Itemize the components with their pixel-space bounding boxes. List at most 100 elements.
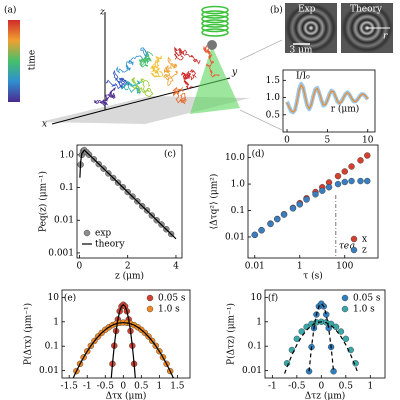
y-tick-label: 1.0 <box>60 150 75 160</box>
x-tick-label: 0 <box>318 382 324 392</box>
legend-marker <box>83 229 91 237</box>
legend-label: theory <box>95 240 125 250</box>
y-tick-label: 0.01 <box>242 366 262 376</box>
chart: -1.5 -1 -0.5 0 0.5 1 1.5 0.01 0.1 1 10 Δτx (μm) P(Δτ… <box>23 289 191 400</box>
colorbar <box>8 20 20 102</box>
x-tick-label: 10 <box>362 136 374 146</box>
data-point <box>334 172 342 180</box>
particle <box>207 40 217 50</box>
panel-label: (d) <box>252 149 265 160</box>
data-point <box>298 328 305 335</box>
trajectory <box>105 69 130 90</box>
images: (b) Exp Theory 3 μm r <box>270 3 393 56</box>
data-point <box>348 177 355 185</box>
image-label: Theory <box>350 5 383 15</box>
y-axis-label: I/I₀ <box>296 72 310 82</box>
plot-area <box>61 289 191 379</box>
y-tick-label: 0.01 <box>39 366 59 376</box>
x-tick-label: 0.01 <box>245 262 265 272</box>
x-tick-label: 1 <box>156 382 162 392</box>
trajectory <box>173 46 201 65</box>
x-tick-label: 0 <box>77 262 83 272</box>
chart: 0.01 1 100 0.01 0.1 1.0 10.0 τ (s) ⟨Δτq²⟩ (μm²) (… <box>209 144 379 282</box>
y-axis-label: P(Δτx) (μm⁻¹) <box>23 303 34 365</box>
panel-label: (f) <box>268 293 278 304</box>
data-line <box>308 303 335 372</box>
data-point <box>303 196 310 203</box>
image-label: r <box>383 32 388 42</box>
y-tick-label: 0.001 <box>48 248 74 258</box>
x-axis-label: r (μm) <box>331 104 360 115</box>
trajectories <box>93 45 221 107</box>
x-tick-label: 0 <box>120 382 126 392</box>
x-axis-label: z (μm) <box>115 271 144 282</box>
scale-label: 3 μm <box>290 46 313 56</box>
data-line <box>72 321 174 378</box>
data-point <box>258 227 265 234</box>
plot-content <box>283 300 359 375</box>
trajectory <box>149 55 164 78</box>
legend-label: z <box>362 246 367 256</box>
trajectory <box>121 80 142 95</box>
legend-label: 1.0 s <box>353 305 375 315</box>
image-label: Exp <box>298 5 316 15</box>
y-axis-label: Peq(z) (μm⁻¹) <box>38 171 49 232</box>
data-point <box>312 191 319 198</box>
panel-label: (b) <box>270 5 283 16</box>
coil-ring <box>201 10 229 19</box>
data-point <box>296 201 303 208</box>
x-tick-label: 1.5 <box>170 382 185 392</box>
y-tick-label: 1.0 <box>266 93 281 103</box>
data-line <box>79 149 177 240</box>
x-tick-label: -1 <box>268 382 277 392</box>
y-tick-label: 0.1 <box>248 342 262 352</box>
y-axis-label: P(Δτz) (μm⁻¹) <box>226 303 237 365</box>
y-tick-label: 1 <box>256 317 262 327</box>
legend-label: 1.0 s <box>158 305 180 315</box>
x-tick-label: -0.5 <box>288 382 306 392</box>
data-line <box>284 321 359 374</box>
data-point <box>332 323 340 331</box>
x-tick-label: -1 <box>83 382 92 392</box>
data-point <box>337 328 345 335</box>
connector <box>239 39 283 61</box>
panel-label: (c) <box>164 149 176 160</box>
chart: 0 2 4 0.001 0.01 0.1 1.0 z (μm) Peq(z) (μm⁻¹) (c)… <box>38 144 183 282</box>
coil-ring <box>201 5 229 15</box>
plot-content <box>77 146 177 240</box>
trajectory <box>172 87 188 105</box>
x-axis <box>51 109 106 125</box>
y-tick-label: 10 <box>48 293 60 303</box>
legend-label: x <box>362 235 367 245</box>
coil <box>201 5 229 37</box>
data-point <box>334 180 342 188</box>
x-tick-label: 0.5 <box>134 382 149 392</box>
y-tick-label: 0.01 <box>225 232 245 242</box>
plot-area <box>282 69 376 133</box>
x-tick-label: 5 <box>325 136 331 146</box>
coil-ring <box>201 23 229 33</box>
chart: -1 -0.5 0 0.5 1 0.01 0.1 1 10 Δτz (μm) P(Δτz) (μm⁻… <box>226 289 386 400</box>
legend-marker <box>146 294 154 302</box>
y-tick-label: 10.0 <box>225 153 245 163</box>
legend-label: 0.05 s <box>353 294 381 304</box>
x-tick-label: 1 <box>297 262 303 272</box>
data-point <box>348 163 355 170</box>
data-point <box>251 231 258 239</box>
panel-label: (e) <box>64 293 76 304</box>
trajectory <box>138 50 154 68</box>
x-tick-label: 0.5 <box>339 382 354 392</box>
axis-name: z <box>99 8 105 18</box>
x-axis-label: Δτz (μm) <box>305 391 346 400</box>
legend-marker <box>350 235 358 243</box>
y-tick-label: 1.0 <box>231 180 246 190</box>
y-tick-label: 1.5 <box>266 76 281 86</box>
laser-beam <box>190 46 240 114</box>
trajectory <box>162 56 178 86</box>
data-point <box>274 215 281 223</box>
data-point <box>342 335 350 343</box>
x-tick-label: -1.5 <box>61 382 79 392</box>
trajectory <box>93 86 116 107</box>
axis-name: x <box>42 120 47 130</box>
